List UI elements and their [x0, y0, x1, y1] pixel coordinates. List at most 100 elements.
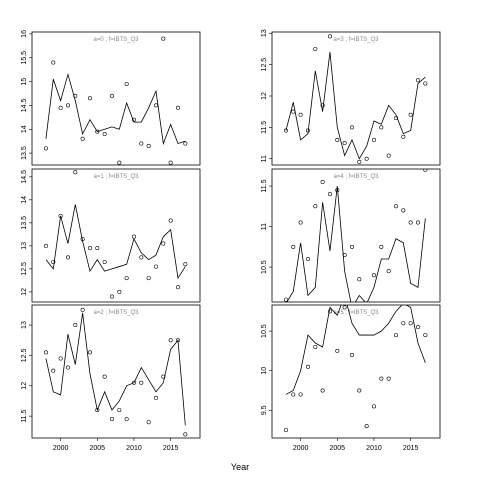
observed-point	[139, 255, 144, 260]
observed-point	[415, 325, 420, 330]
observed-point	[371, 404, 376, 409]
observed-point	[109, 417, 114, 422]
observed-point	[168, 218, 173, 223]
observed-point	[153, 103, 158, 108]
observed-point	[95, 408, 100, 413]
y-tick-label: 14.5	[21, 98, 28, 112]
observed-point	[393, 204, 398, 209]
y-tick-label: 12	[21, 288, 28, 296]
y-tick-label: 14.5	[21, 170, 28, 184]
observed-point	[313, 204, 318, 209]
panel-frame	[31, 304, 201, 439]
observed-point	[320, 179, 325, 184]
panel-title: a=5 ; f=IBTS_Q3	[333, 310, 379, 316]
y-tick-label: 11	[261, 155, 268, 162]
observed-point	[283, 428, 288, 433]
observed-point	[153, 264, 158, 269]
observed-point	[65, 365, 70, 370]
observed-point	[87, 246, 92, 251]
observed-point	[58, 356, 63, 361]
y-tick-label: 10.5	[261, 260, 268, 274]
observed-point	[102, 132, 107, 137]
y-tick-label: 13.5	[21, 146, 28, 160]
panel-frame	[31, 168, 201, 303]
observed-point	[335, 188, 340, 193]
observed-point	[175, 105, 180, 110]
observed-point	[109, 294, 114, 299]
observed-point	[393, 115, 398, 120]
observed-point	[146, 276, 151, 281]
observed-point	[349, 352, 354, 357]
observed-point	[95, 129, 100, 134]
y-tick-label: 11.5	[261, 121, 268, 134]
plot-area	[283, 305, 428, 433]
panel: a=5 ; f=IBTS_Q3 9.5 10 10.5 2000 2005 2010 2015	[261, 304, 441, 452]
y-tick-label: 10.5	[261, 324, 268, 338]
observed-point	[393, 333, 398, 338]
observed-point	[401, 134, 406, 139]
observed-point	[175, 338, 180, 343]
observed-point	[335, 348, 340, 353]
observed-point	[401, 208, 406, 213]
observed-point	[183, 141, 188, 146]
observed-point	[168, 160, 173, 165]
y-tick-label: 11.5	[21, 409, 28, 422]
observed-point	[386, 153, 391, 158]
fitted-line	[285, 305, 426, 395]
panel-frame	[271, 304, 441, 439]
fitted-line	[285, 52, 426, 160]
panel-frame	[31, 31, 201, 166]
observed-point	[117, 408, 122, 413]
observed-point	[131, 117, 136, 122]
panel-title: a=2 ; f=IBTS_Q3	[93, 310, 139, 316]
observed-point	[51, 259, 56, 264]
observed-point	[313, 46, 318, 51]
panel-frame	[271, 168, 441, 303]
panel-title: a=0 ; f=IBTS_Q3	[93, 37, 139, 43]
observed-point	[305, 257, 310, 262]
observed-point	[117, 160, 122, 165]
observed-point	[95, 246, 100, 251]
y-tick-label: 13	[261, 29, 268, 37]
y-tick-label: 12	[261, 92, 268, 100]
observed-point	[357, 388, 362, 393]
panel-title: a=3 ; f=IBTS_Q3	[333, 37, 379, 43]
y-tick-label: 12.5	[261, 58, 268, 72]
observed-point	[131, 380, 136, 385]
panel-title: a=4 ; f=IBTS_Q3	[333, 174, 379, 180]
observed-point	[364, 424, 369, 429]
observed-point	[131, 234, 136, 239]
plot-area	[43, 36, 188, 165]
y-tick-label: 15	[21, 78, 28, 86]
plot-area	[283, 169, 428, 302]
panel-frame	[271, 31, 441, 166]
observed-point	[102, 374, 107, 379]
observed-point	[305, 364, 310, 369]
observed-point	[298, 112, 303, 117]
observed-point	[408, 220, 413, 225]
fitted-line	[45, 204, 186, 280]
y-tick-label: 11	[261, 223, 268, 230]
y-tick-label: 11.5	[261, 179, 268, 192]
observed-point	[371, 273, 376, 278]
y-tick-label: 13.5	[21, 216, 28, 230]
panel: a=4 ; f=IBTS_Q3 10.5 11 11.5	[261, 168, 441, 303]
observed-point	[298, 220, 303, 225]
y-tick-label: 12.5	[21, 262, 28, 276]
plot-area	[43, 170, 188, 299]
observed-point	[342, 141, 347, 146]
observed-point	[161, 374, 166, 379]
y-tick-label: 14	[21, 125, 28, 133]
observed-point	[408, 321, 413, 326]
x-axis-label: Year	[231, 462, 249, 472]
y-tick-label: 9.5	[261, 405, 268, 415]
observed-point	[379, 125, 384, 130]
observed-point	[291, 392, 296, 397]
observed-point	[408, 112, 413, 117]
y-tick-label: 12	[21, 382, 28, 390]
observed-point	[291, 109, 296, 114]
observed-point	[124, 81, 129, 86]
observed-point	[327, 192, 332, 197]
y-tick-label: 12.5	[21, 348, 28, 362]
